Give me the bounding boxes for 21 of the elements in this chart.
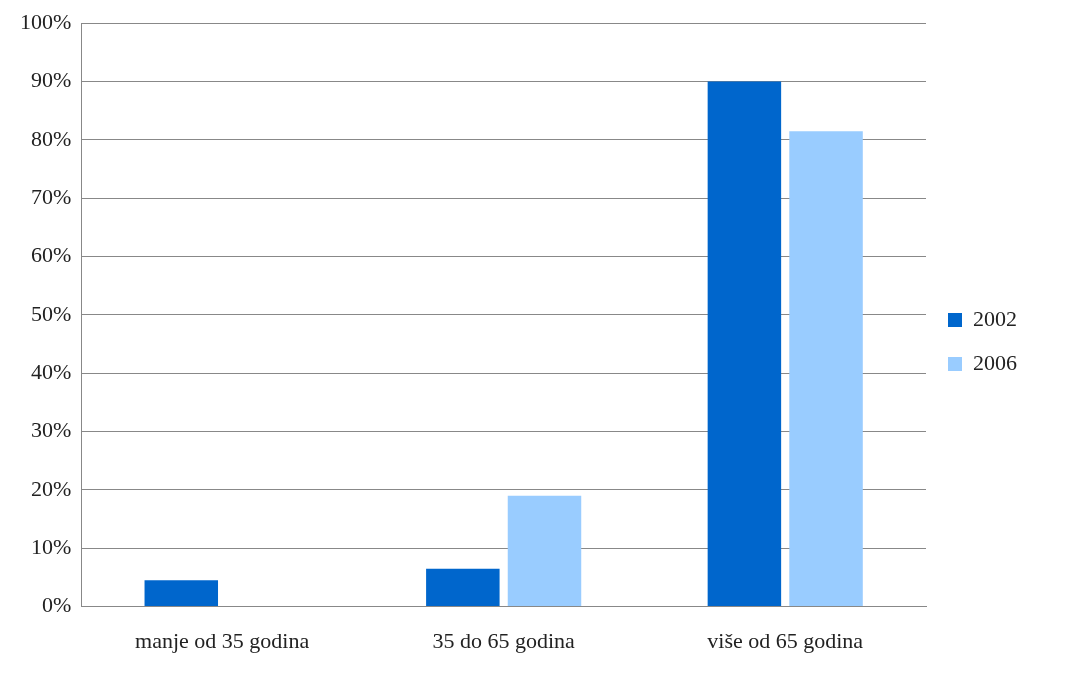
y-tick-label: 20%: [31, 475, 72, 501]
bar: [789, 131, 863, 607]
y-tick-label: 100%: [20, 8, 72, 34]
y-tick-label: 90%: [31, 67, 72, 93]
bar: [144, 580, 219, 607]
y-tick-label: 0%: [42, 592, 72, 618]
y-tick-label: 70%: [31, 184, 72, 209]
x-tick-label: 35 do 65 godina: [432, 627, 576, 653]
bar: [426, 568, 500, 607]
y-tick-label: 50%: [31, 300, 72, 326]
y-tick-label: 30%: [31, 417, 72, 443]
x-tick-label: manje od 35 godina: [135, 627, 310, 653]
legend-label: 2002: [973, 305, 1017, 331]
x-tick-label: više od 65 godina: [707, 627, 864, 653]
y-tick-label: 10%: [31, 534, 72, 560]
bar: [707, 81, 782, 607]
bar: [507, 495, 582, 607]
y-tick-label: 80%: [31, 125, 72, 151]
y-tick-label: 60%: [31, 242, 72, 268]
legend-label: 2006: [973, 349, 1017, 375]
y-tick-label: 40%: [31, 359, 72, 385]
